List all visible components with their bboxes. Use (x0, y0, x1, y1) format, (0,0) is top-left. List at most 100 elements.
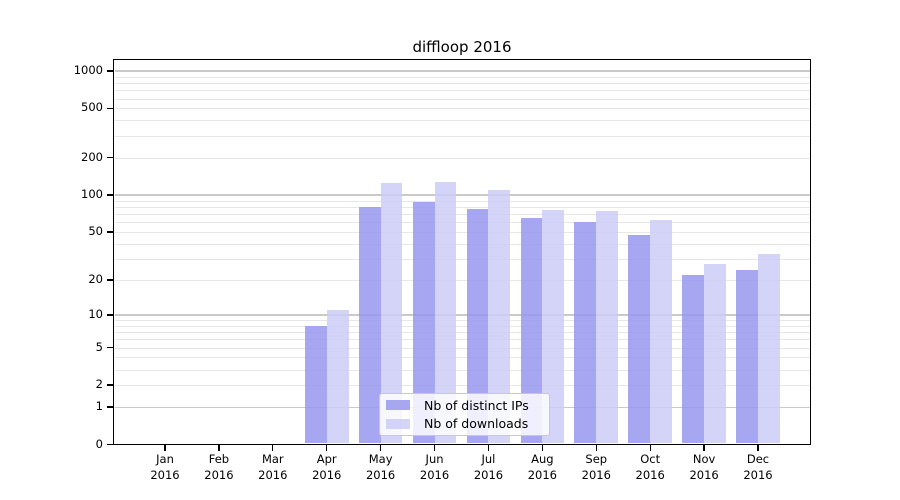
x-tick-jun (433, 445, 436, 451)
gridline-minor-5 (115, 347, 810, 349)
bar-sep-downloads (596, 211, 619, 444)
bar-oct-downloads (650, 219, 672, 444)
gridline-minor-600 (115, 98, 810, 100)
x-tick-nov (703, 445, 705, 451)
bar-dec-distinct-ips (736, 270, 758, 444)
x-tick-apr (326, 445, 328, 451)
y-tick-label-1: 1 (95, 399, 103, 414)
gridline-minor-70 (115, 214, 810, 216)
y-tick-200 (107, 157, 114, 159)
x-tick-dec (757, 445, 759, 451)
x-tick-oct (649, 445, 651, 451)
y-tick-0 (107, 443, 114, 446)
y-tick-label-10: 10 (88, 306, 103, 321)
chart-title: diffloop 2016 (412, 38, 512, 56)
gridline-minor-500 (115, 108, 810, 110)
legend-item-distinct-ips: Nb of distinct IPs (380, 398, 549, 413)
x-tick-may (379, 445, 382, 451)
x-tick-jan (164, 445, 166, 451)
bar-sep-distinct-ips (574, 222, 597, 444)
gridline-minor-30 (115, 258, 810, 260)
x-tick-label-feb: Feb 2016 (204, 452, 234, 482)
x-tick-label-apr: Apr 2016 (312, 452, 342, 482)
gridline-minor-200 (115, 157, 810, 159)
x-tick-label-may: May 2016 (365, 452, 396, 482)
x-tick-sep (595, 445, 597, 451)
legend-swatch-downloads-icon (386, 418, 410, 429)
y-tick-500 (107, 107, 114, 110)
bar-dec-downloads (757, 253, 780, 444)
gridline-minor-40 (115, 243, 810, 245)
gridline-minor-50 (115, 231, 810, 233)
x-tick-jul (487, 445, 490, 451)
y-tick-1 (107, 406, 114, 408)
gridline-minor-400 (115, 120, 810, 122)
gridline-minor-90 (115, 200, 810, 202)
gridline-minor-20 (115, 279, 810, 281)
y-tick-label-500: 500 (81, 100, 103, 115)
y-tick-label-100: 100 (81, 186, 103, 201)
x-tick-label-mar: Mar 2016 (258, 452, 288, 482)
gridline-minor-6 (115, 339, 810, 341)
legend-item-downloads: Nb of downloads (380, 416, 549, 431)
x-tick-feb (218, 445, 220, 451)
legend-swatch-distinct-ips-icon (386, 400, 410, 411)
x-tick-mar (272, 445, 274, 451)
y-tick-label-2: 2 (95, 377, 103, 392)
bar-may-distinct-ips (358, 206, 381, 444)
y-tick-100 (107, 194, 114, 196)
y-tick-5 (107, 347, 114, 349)
bar-oct-distinct-ips (628, 235, 651, 444)
x-tick-label-sep: Sep 2016 (581, 452, 611, 482)
legend-label-downloads: Nb of downloads (424, 416, 529, 432)
y-tick-10 (107, 314, 114, 316)
x-tick-label-jan: Jan 2016 (150, 452, 180, 482)
gridline-minor-700 (115, 90, 810, 92)
x-tick-label-dec: Dec 2016 (743, 452, 773, 482)
x-tick-label-jul: Jul 2016 (473, 452, 504, 482)
bar-jun-distinct-ips (412, 201, 435, 444)
y-tick-1000 (107, 70, 114, 72)
gridline-minor-60 (115, 222, 810, 224)
gridline-minor-8 (115, 325, 810, 327)
y-tick-2 (107, 384, 114, 386)
x-tick-aug (541, 445, 543, 451)
bar-aug-downloads (542, 210, 565, 444)
x-tick-label-nov: Nov 2016 (689, 452, 719, 482)
bar-nov-distinct-ips (682, 274, 705, 444)
bar-apr-downloads (326, 310, 349, 444)
y-tick-label-50: 50 (88, 223, 103, 238)
bar-nov-downloads (704, 264, 726, 444)
legend-label-distinct-ips: Nb of distinct IPs (424, 397, 529, 413)
gridline-minor-900 (115, 76, 810, 78)
gridline-minor-3 (115, 369, 810, 371)
bar-aug-distinct-ips (520, 217, 543, 444)
gridline-major-10 (115, 314, 810, 316)
bar-may-downloads (380, 183, 403, 444)
gridline-minor-9 (115, 320, 810, 321)
gridline-major-1000 (115, 70, 810, 72)
y-tick-label-20: 20 (88, 271, 103, 286)
bar-jul-downloads (488, 189, 511, 444)
gridline-minor-4 (115, 357, 810, 359)
bar-jul-distinct-ips (466, 208, 489, 444)
y-tick-label-200: 200 (81, 149, 103, 164)
y-tick-50 (107, 231, 114, 233)
gridline-minor-800 (115, 82, 810, 84)
y-tick-label-5: 5 (95, 339, 103, 354)
x-tick-label-aug: Aug 2016 (527, 452, 557, 482)
x-tick-label-jun: Jun 2016 (419, 452, 450, 482)
y-tick-20 (107, 279, 114, 281)
legend: Nb of distinct IPs Nb of downloads (379, 393, 550, 436)
gridline-major-100 (115, 194, 810, 196)
x-tick-label-oct: Oct 2016 (635, 452, 665, 482)
gridline-minor-80 (115, 206, 810, 208)
y-tick-label-1000: 1000 (73, 62, 103, 77)
bar-jun-downloads (434, 181, 457, 444)
y-tick-label-0: 0 (95, 436, 103, 451)
gridline-minor-2 (115, 385, 810, 387)
gridline-minor-7 (115, 332, 810, 334)
bar-apr-distinct-ips (304, 325, 327, 444)
gridline-minor-300 (115, 135, 810, 137)
